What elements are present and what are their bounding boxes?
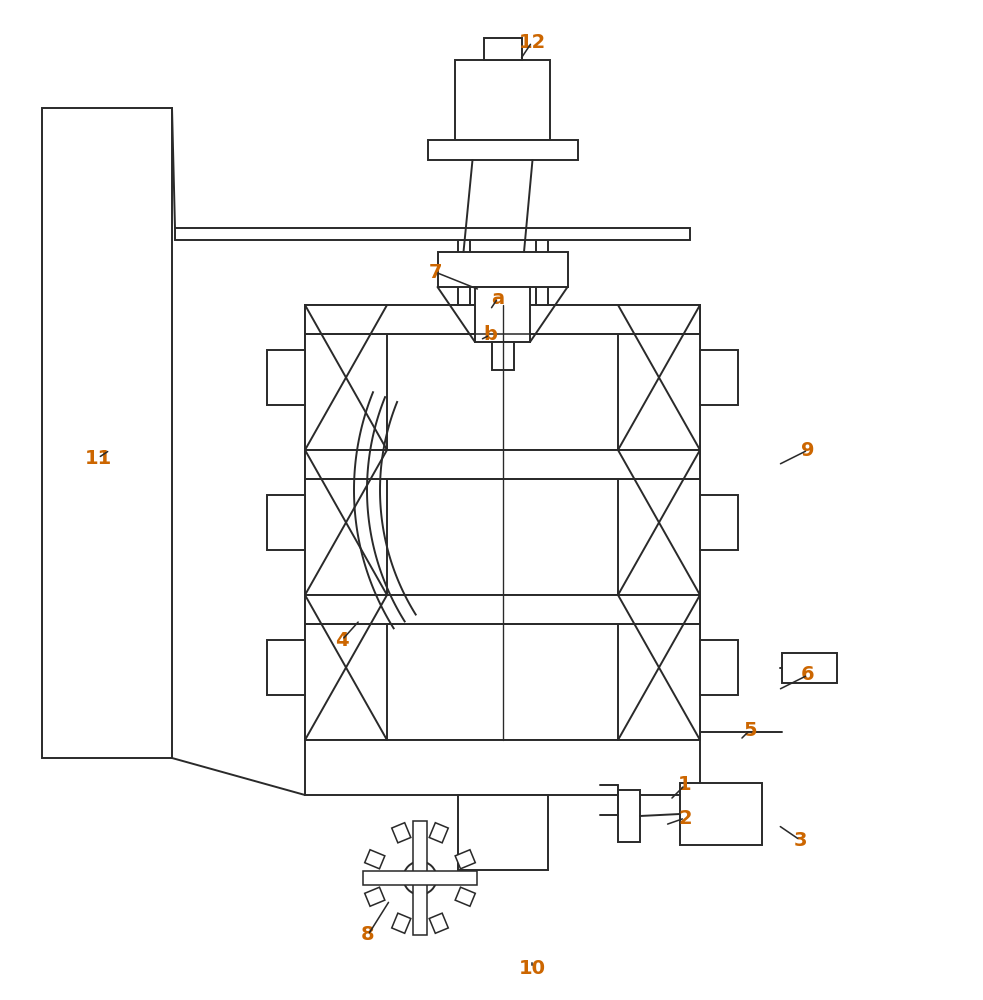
Bar: [457, 795, 548, 870]
Bar: [175, 228, 690, 240]
Text: 1: 1: [678, 776, 692, 794]
Bar: [305, 740, 700, 795]
Bar: [428, 140, 577, 160]
Text: 3: 3: [793, 830, 807, 850]
Bar: [618, 790, 640, 842]
Text: 5: 5: [743, 720, 757, 740]
Text: a: a: [492, 288, 504, 308]
Polygon shape: [365, 887, 384, 906]
Text: 6: 6: [801, 666, 815, 684]
Text: 12: 12: [518, 32, 546, 51]
Bar: [305, 595, 387, 740]
Bar: [305, 305, 700, 334]
Bar: [413, 821, 427, 935]
Bar: [475, 287, 530, 342]
Bar: [782, 652, 837, 682]
Bar: [305, 450, 700, 595]
Text: 10: 10: [518, 958, 546, 978]
Bar: [437, 252, 567, 287]
Polygon shape: [392, 823, 411, 843]
Polygon shape: [455, 887, 476, 906]
Bar: [455, 60, 550, 140]
Polygon shape: [430, 823, 448, 843]
Polygon shape: [365, 850, 384, 869]
Text: 9: 9: [801, 440, 815, 460]
Text: 4: 4: [335, 631, 349, 650]
Bar: [267, 495, 305, 550]
Bar: [618, 450, 700, 595]
Bar: [305, 595, 700, 740]
Bar: [267, 350, 305, 405]
Bar: [305, 305, 387, 450]
Polygon shape: [430, 913, 448, 933]
Text: 8: 8: [361, 926, 375, 944]
Bar: [484, 38, 522, 60]
Text: 2: 2: [678, 808, 692, 828]
Bar: [536, 240, 548, 305]
Bar: [618, 595, 700, 740]
Text: 7: 7: [429, 262, 441, 282]
Bar: [700, 350, 738, 405]
Bar: [680, 783, 762, 845]
Bar: [305, 305, 700, 450]
Bar: [700, 640, 738, 695]
Bar: [305, 450, 387, 595]
Bar: [700, 495, 738, 550]
Bar: [267, 640, 305, 695]
Bar: [305, 595, 700, 624]
Bar: [492, 342, 513, 370]
Polygon shape: [455, 850, 476, 869]
Bar: [457, 240, 470, 305]
Polygon shape: [392, 913, 411, 933]
Text: b: b: [483, 326, 497, 344]
Bar: [618, 305, 700, 450]
Bar: [305, 450, 700, 479]
Bar: [42, 108, 172, 758]
Text: 11: 11: [85, 448, 112, 468]
Bar: [363, 871, 477, 885]
